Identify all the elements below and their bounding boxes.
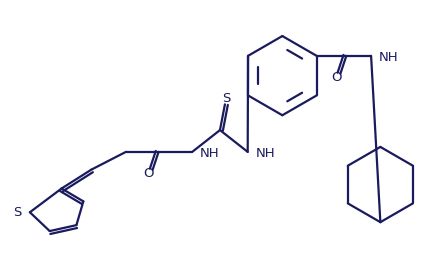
Text: S: S — [221, 92, 230, 105]
Text: O: O — [143, 167, 154, 180]
Text: NH: NH — [378, 51, 398, 64]
Text: NH: NH — [255, 147, 275, 160]
Text: S: S — [13, 206, 22, 219]
Text: NH: NH — [200, 147, 219, 160]
Text: O: O — [330, 71, 341, 84]
